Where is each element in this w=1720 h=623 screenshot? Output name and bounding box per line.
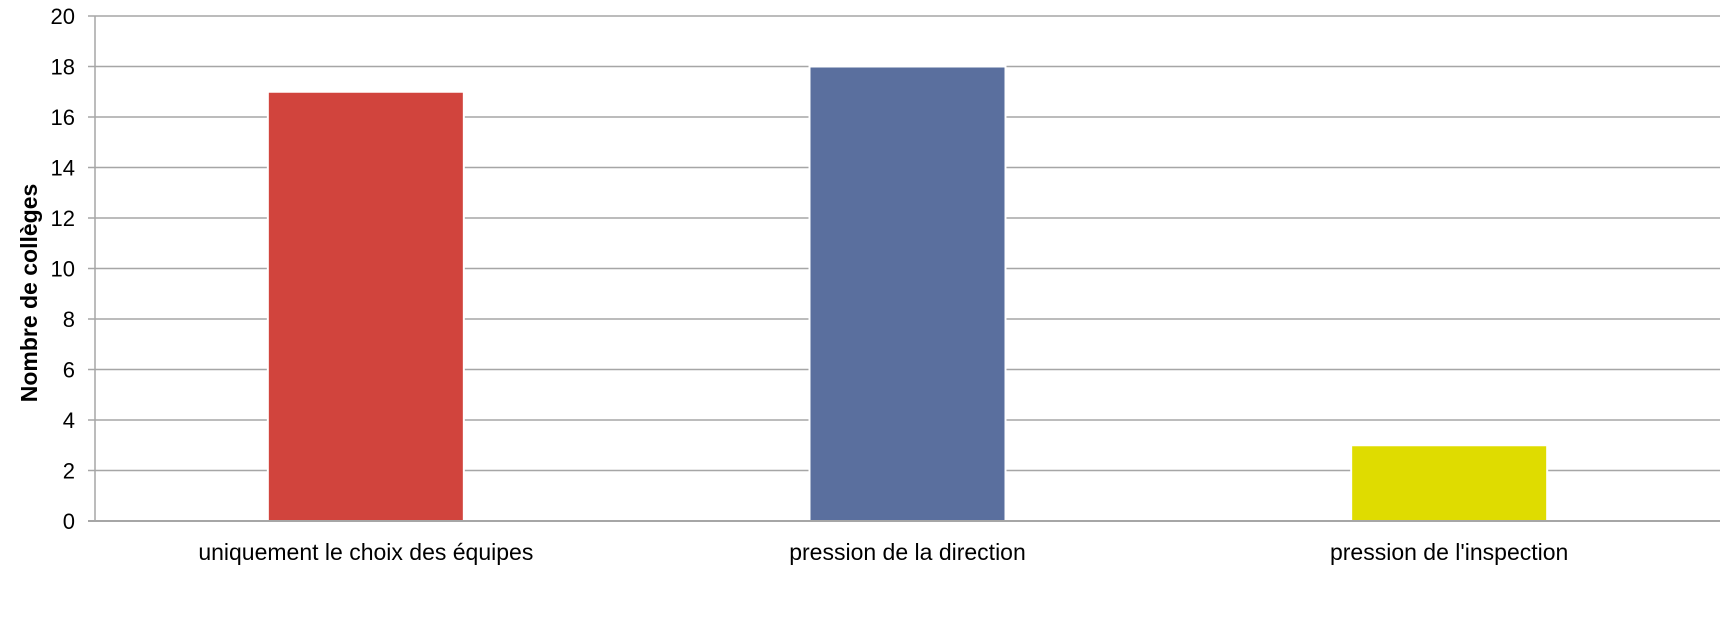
y-tick-label: 10	[51, 257, 75, 282]
x-tick-label: pression de la direction	[789, 539, 1026, 565]
bar	[808, 65, 1007, 522]
bar	[266, 90, 465, 522]
y-tick-label: 14	[51, 156, 75, 181]
y-tick-label: 6	[63, 358, 75, 383]
y-tick-label: 18	[51, 55, 75, 80]
y-tick-label: 12	[51, 206, 75, 231]
bars	[266, 65, 1549, 522]
y-tick-label: 16	[51, 105, 75, 130]
axes	[88, 15, 1720, 522]
y-axis-label: Nombre de collèges	[16, 184, 42, 403]
y-tick-label: 20	[51, 4, 75, 29]
bar	[1350, 444, 1549, 522]
x-tick-label: pression de l'inspection	[1330, 539, 1568, 565]
y-tick-label: 4	[63, 408, 75, 433]
x-tick-label: uniquement le choix des équipes	[198, 539, 533, 565]
x-tick-labels: uniquement le choix des équipes pression …	[198, 539, 1568, 565]
y-tick-label: 8	[63, 307, 75, 332]
y-tick-label: 2	[63, 459, 75, 484]
y-tick-label: 0	[63, 509, 75, 534]
y-tick-labels: 0 2 4 6 8 10 12 14 16 18 20	[51, 4, 75, 534]
